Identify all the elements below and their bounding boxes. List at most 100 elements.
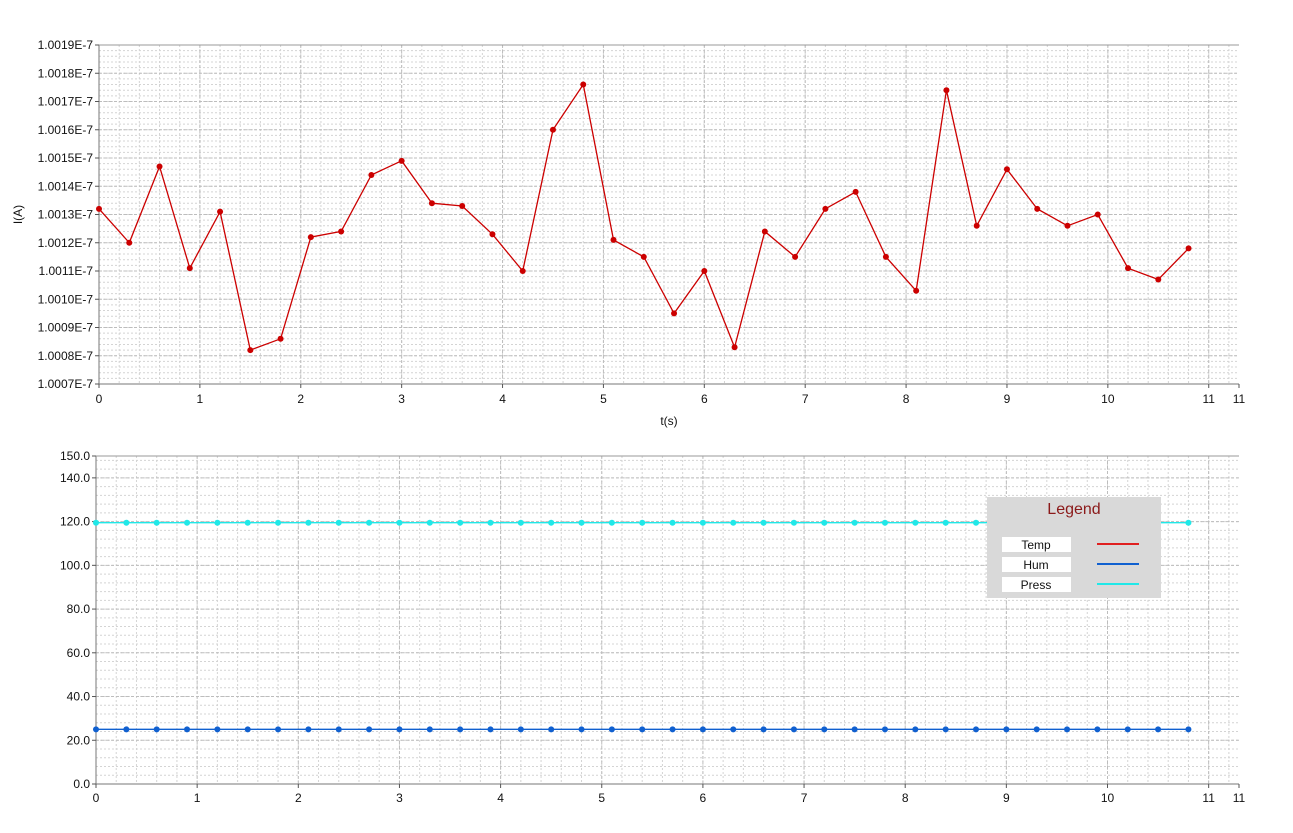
data-point: [1003, 166, 1010, 173]
y-tick-label: 1.0013E-7: [38, 208, 94, 222]
y-tick-label: 1.0008E-7: [38, 349, 94, 363]
data-point: [398, 157, 405, 164]
data-point-hum: [912, 726, 919, 733]
data-point-hum: [517, 726, 524, 733]
y-tick-label: 1.0007E-7: [38, 377, 94, 391]
data-point-press: [93, 519, 99, 526]
x-tick-label: 8: [902, 791, 909, 805]
legend-label-box: [1002, 537, 1071, 552]
y-tick-label: 40.0: [67, 690, 91, 704]
x-tick-label: 9: [1004, 392, 1011, 406]
x-tick-label: 5: [598, 791, 605, 805]
y-tick-label: 1.0012E-7: [38, 236, 94, 250]
legend-label-temp: Temp: [1021, 538, 1051, 552]
data-point-press: [669, 519, 676, 526]
data-point-hum: [1033, 726, 1040, 733]
x-tick-label: 4: [499, 392, 506, 406]
data-point: [519, 268, 526, 274]
y-tick-label: 1.0018E-7: [38, 66, 94, 80]
data-point-hum: [821, 726, 828, 733]
data-point: [1185, 245, 1192, 252]
y-tick-label: 1.0016E-7: [38, 123, 94, 137]
data-point-press: [305, 519, 312, 526]
x-tick-label: 10: [1101, 392, 1115, 406]
x-tick-label: 0: [96, 392, 103, 406]
y-tick-label: 60.0: [67, 646, 91, 660]
data-point-hum: [275, 726, 282, 733]
data-point-hum: [851, 726, 858, 733]
data-point-hum: [1094, 726, 1101, 733]
data-point: [126, 239, 133, 246]
x-tick-label: 11: [1203, 392, 1216, 406]
data-point-hum: [214, 726, 221, 733]
data-point-hum: [366, 726, 373, 733]
data-point: [610, 236, 617, 243]
data-point-hum: [487, 726, 494, 733]
data-point: [186, 265, 193, 272]
x-tick-label: 8: [903, 392, 910, 406]
x-tick-label: 6: [701, 392, 708, 406]
y-tick-label: 1.0015E-7: [38, 151, 94, 165]
data-point-press: [457, 519, 464, 526]
data-point: [338, 228, 345, 235]
current-chart: 1.0007E-7 1.0008E-7 1.0009E-7 1.0010E-7 1.00…: [11, 38, 1246, 428]
y-tick-label: 1.0019E-7: [38, 38, 94, 52]
data-point-press: [548, 519, 555, 526]
data-point-hum: [639, 726, 646, 733]
data-point-hum: [942, 726, 949, 733]
data-point: [943, 87, 950, 94]
data-point-press: [275, 519, 282, 526]
data-point-hum: [396, 726, 403, 733]
data-point: [1094, 211, 1101, 218]
data-point-hum: [730, 726, 737, 733]
y-tick-label: 1.0011E-7: [39, 264, 94, 278]
data-point-press: [426, 519, 433, 526]
data-point-press: [578, 519, 585, 526]
data-point-hum: [973, 726, 980, 733]
data-point-press: [760, 519, 767, 526]
x-tick-label: 0: [93, 791, 100, 805]
data-point-hum: [790, 726, 797, 733]
data-point-press: [123, 519, 130, 526]
data-point-press: [487, 519, 494, 526]
y-tick-label: 100.0: [60, 558, 90, 572]
data-point-hum: [578, 726, 585, 733]
x-tick-label: 10: [1101, 791, 1115, 805]
x-tick-label: 11: [1233, 791, 1246, 805]
x-axis-title: t(s): [660, 414, 677, 428]
data-point: [640, 253, 647, 260]
data-point: [549, 126, 556, 133]
data-point-press: [153, 519, 160, 526]
data-point-hum: [153, 726, 160, 733]
y-tick-label: 20.0: [67, 733, 91, 747]
data-point-hum: [1185, 726, 1192, 733]
data-point-press: [821, 519, 828, 526]
x-tick-label: 4: [497, 791, 504, 805]
data-point: [307, 234, 314, 241]
x-tick-label: 7: [802, 392, 809, 406]
legend-label-hum: Hum: [1023, 558, 1048, 572]
data-point: [1034, 205, 1041, 212]
y-axis-title: I(A): [11, 205, 25, 224]
x-tick-label: 2: [297, 392, 304, 406]
data-point-hum: [123, 726, 130, 733]
x-tick-label: 5: [600, 392, 607, 406]
data-point: [822, 205, 829, 212]
data-point: [792, 253, 799, 260]
data-point-hum: [335, 726, 342, 733]
data-point-hum: [457, 726, 464, 733]
data-point: [156, 163, 163, 170]
data-point-hum: [244, 726, 251, 733]
legend-label-press: Press: [1021, 578, 1052, 592]
data-point: [1064, 222, 1071, 229]
data-point: [701, 268, 708, 274]
x-tick-label: 11: [1233, 392, 1246, 406]
data-point-press: [639, 519, 646, 526]
data-point: [459, 203, 466, 210]
data-point-press: [851, 519, 858, 526]
data-point: [1155, 276, 1162, 283]
data-point-press: [184, 519, 191, 526]
y-tick-label: 150.0: [60, 449, 90, 463]
